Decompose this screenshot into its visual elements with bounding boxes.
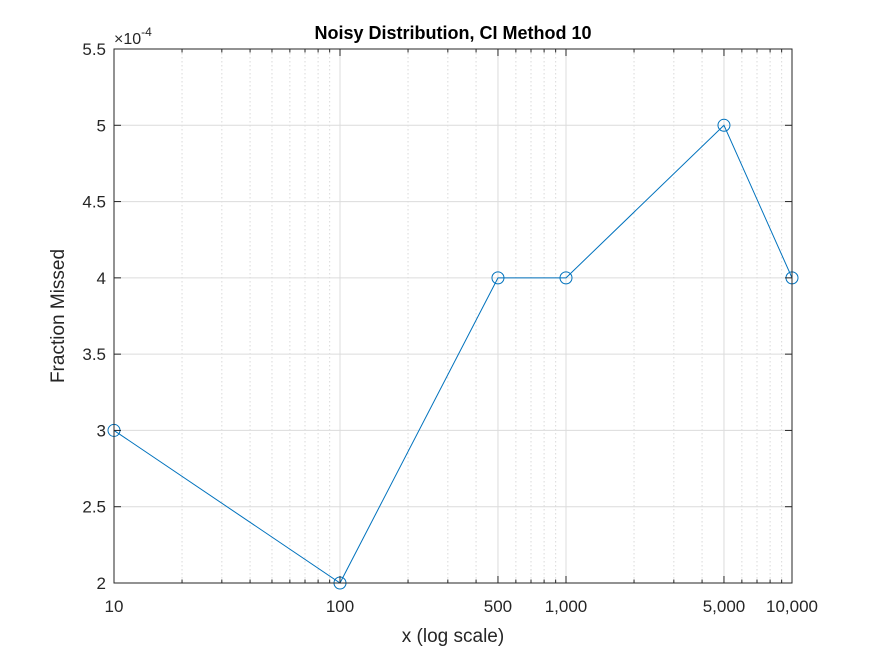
y-tick-label: 5 bbox=[97, 116, 106, 135]
x-tick-label: 1,000 bbox=[545, 597, 588, 616]
y-axis-exponent: ×10-4 bbox=[114, 25, 152, 48]
y-tick-label: 3 bbox=[97, 421, 106, 440]
data-point bbox=[559, 271, 573, 285]
axes-box bbox=[113, 48, 793, 584]
y-axis-label: Fraction Missed bbox=[48, 249, 69, 383]
y-exponent-base: ×10 bbox=[114, 31, 141, 48]
x-tick-label: 100 bbox=[326, 597, 354, 616]
grid bbox=[113, 48, 793, 584]
series-line bbox=[113, 124, 793, 584]
x-tick-label: 500 bbox=[484, 597, 512, 616]
y-tick-label: 3.5 bbox=[82, 345, 106, 364]
x-tick-label: 5,000 bbox=[703, 597, 746, 616]
y-tick-label: 2 bbox=[97, 574, 106, 593]
data-point bbox=[491, 271, 505, 285]
x-tick-label: 10,000 bbox=[766, 597, 818, 616]
x-tick-label: 10 bbox=[105, 597, 124, 616]
y-tick-label: 5.5 bbox=[82, 40, 106, 59]
y-tick-label: 2.5 bbox=[82, 498, 106, 517]
y-tick-label: 4 bbox=[97, 269, 106, 288]
data-point bbox=[717, 118, 731, 132]
y-exponent-power: -4 bbox=[141, 25, 152, 39]
ticks: 10 100 500 1,000 5,000 10,000 2 2.5 3 3.5 4 4.5 5 5.5 bbox=[82, 40, 818, 616]
x-axis-label: x (log scale) bbox=[402, 626, 504, 647]
y-tick-label: 4.5 bbox=[82, 193, 106, 212]
chart-title: Noisy Distribution, CI Method 10 bbox=[314, 23, 591, 43]
